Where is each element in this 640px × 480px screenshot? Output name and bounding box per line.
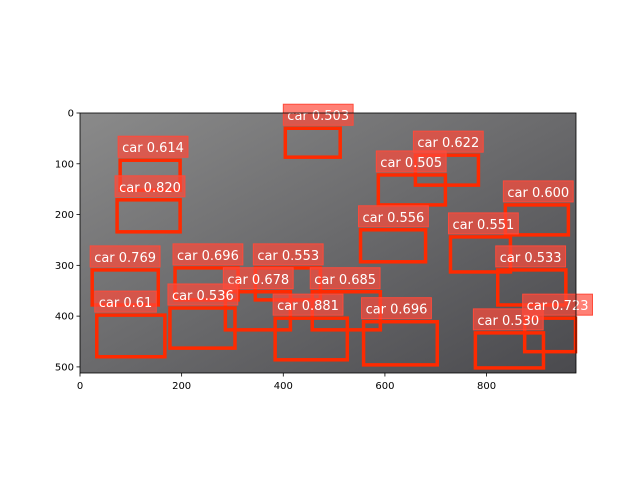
detection-label: car 0.556 bbox=[363, 211, 425, 226]
detection-label: car 0.600 bbox=[507, 186, 569, 201]
detection-label: car 0.622 bbox=[417, 136, 479, 151]
label-background bbox=[495, 245, 567, 268]
detection-label: car 0.820 bbox=[119, 181, 181, 196]
bounding-box bbox=[95, 313, 167, 359]
label-background bbox=[167, 283, 239, 306]
label-background bbox=[114, 175, 186, 198]
label-background bbox=[89, 245, 161, 268]
detection-label: car 0.769 bbox=[94, 251, 156, 266]
detection-label: car 0.553 bbox=[257, 249, 319, 264]
y-tick-label: 200 bbox=[55, 210, 74, 221]
detection-label: car 0.61 bbox=[99, 296, 153, 311]
detection-label: car 0.530 bbox=[477, 314, 539, 329]
axes-frame bbox=[79, 112, 577, 374]
bounding-box bbox=[283, 126, 342, 159]
label-background bbox=[94, 290, 157, 313]
label-background bbox=[282, 103, 354, 126]
label-background bbox=[361, 297, 432, 320]
bounding-box bbox=[115, 198, 182, 234]
detection-label: car 0.505 bbox=[380, 156, 442, 171]
detection-label: car 0.696 bbox=[177, 249, 239, 264]
bounding-box bbox=[376, 173, 448, 207]
detection-label: car 0.536 bbox=[172, 289, 234, 304]
label-background bbox=[309, 267, 381, 290]
x-tick-label: 200 bbox=[172, 381, 191, 392]
y-tick-label: 500 bbox=[55, 362, 74, 373]
label-background bbox=[252, 243, 324, 266]
label-background bbox=[222, 267, 294, 290]
detection-label: car 0.551 bbox=[452, 218, 514, 233]
detection-label: car 0.696 bbox=[366, 303, 428, 318]
label-background bbox=[502, 180, 574, 203]
detection-label: car 0.503 bbox=[287, 109, 349, 124]
detection-label: car 0.723 bbox=[527, 299, 589, 314]
label-background bbox=[117, 135, 189, 158]
x-tick-label: 600 bbox=[375, 381, 394, 392]
label-background bbox=[447, 212, 519, 235]
bounding-box bbox=[273, 316, 350, 362]
detection-label: car 0.881 bbox=[277, 299, 339, 314]
detection-label: car 0.533 bbox=[500, 251, 562, 266]
x-tick-label: 800 bbox=[477, 381, 496, 392]
detection-label: car 0.614 bbox=[122, 141, 184, 156]
label-background bbox=[522, 293, 593, 316]
label-background bbox=[172, 243, 244, 266]
bounding-box bbox=[358, 228, 428, 264]
y-tick-label: 300 bbox=[55, 261, 74, 272]
x-tick-label: 0 bbox=[77, 381, 83, 392]
bounding-box bbox=[168, 306, 237, 350]
label-background bbox=[412, 130, 484, 153]
y-tick-label: 100 bbox=[55, 159, 74, 170]
detection-label: car 0.678 bbox=[227, 273, 289, 288]
y-tick-label: 400 bbox=[55, 312, 74, 323]
bounding-box bbox=[361, 319, 440, 367]
bounding-box bbox=[522, 316, 578, 354]
y-tick-label: 0 bbox=[68, 109, 74, 120]
x-tick-label: 400 bbox=[274, 381, 293, 392]
label-background bbox=[375, 150, 447, 173]
detection-label: car 0.685 bbox=[314, 273, 376, 288]
label-background bbox=[358, 205, 429, 228]
label-background bbox=[272, 293, 344, 316]
